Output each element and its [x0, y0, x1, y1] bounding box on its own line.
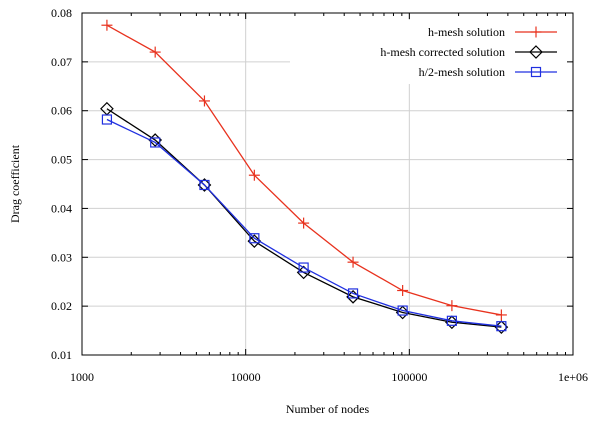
y-tick-label: 0.01 [51, 348, 72, 362]
data-point [149, 46, 161, 58]
data-point [150, 137, 161, 148]
x-axis-label: Number of nodes [286, 402, 370, 416]
legend-marker [530, 66, 542, 78]
legend-entry: h/2-mesh solution [419, 65, 557, 79]
data-point [248, 169, 260, 181]
legend-label: h-mesh solution [428, 25, 505, 39]
data-point [347, 256, 359, 268]
data-point [496, 321, 507, 332]
series-line [106, 118, 502, 327]
legend-marker [529, 45, 543, 59]
data-point [101, 19, 113, 31]
y-tick-label: 0.07 [51, 55, 72, 69]
x-tick-label: 10000 [231, 370, 261, 384]
y-tick-label: 0.02 [51, 299, 72, 313]
y-tick-label: 0.08 [51, 6, 72, 20]
x-tick-label: 100000 [391, 370, 427, 384]
series-layer [100, 19, 509, 334]
data-point [298, 262, 309, 273]
data-point [198, 95, 210, 107]
legend-label: h/2-mesh solution [419, 65, 505, 79]
data-point [446, 300, 458, 312]
data-point [397, 285, 409, 297]
legend-marker [530, 26, 542, 38]
legend-entry: h-mesh solution [428, 25, 557, 39]
data-point [347, 288, 359, 299]
data-point [446, 315, 457, 326]
y-tick-label: 0.03 [51, 250, 72, 264]
y-tick-label: 0.06 [51, 104, 72, 118]
legend-label: h-mesh corrected solution [380, 45, 505, 59]
y-tick-label: 0.04 [51, 201, 72, 215]
series-1 [101, 19, 507, 321]
y-axis-label: Drag coefficient [8, 144, 22, 223]
x-tick-label: 1e+06 [558, 370, 588, 384]
series-3 [101, 114, 507, 332]
data-point [298, 217, 310, 229]
data-point [249, 233, 260, 244]
data-point [397, 305, 408, 316]
data-point [101, 114, 113, 125]
legend: h-mesh solution h-mesh corrected solution… [380, 25, 557, 79]
legend-entry: h-mesh corrected solution [380, 45, 557, 59]
plot-frame [81, 12, 574, 356]
axis-ticks: 1000 10000 100000 1e+06 0.01 0.02 0.03 0.04 0.05… [51, 6, 588, 384]
data-point [495, 309, 507, 321]
y-tick-label: 0.05 [51, 153, 72, 167]
data-point [199, 179, 210, 191]
x-tick-label: 1000 [70, 370, 94, 384]
